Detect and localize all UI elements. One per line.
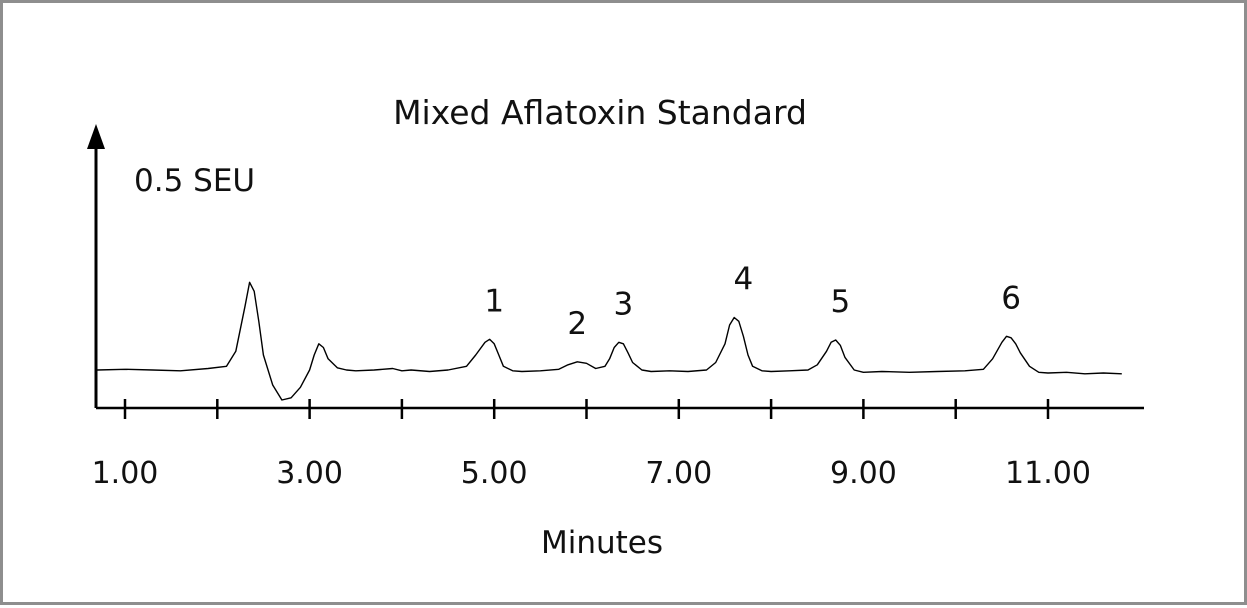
x-tick-label: 3.00 [276, 456, 343, 491]
peak-label: 1 [484, 283, 504, 319]
chromatogram-chart: Mixed Aflatoxin Standard 0.5 SEU 1.00 3.0… [87, 93, 1144, 561]
x-tick-label: 9.00 [830, 456, 897, 491]
x-tick-label: 7.00 [645, 456, 712, 491]
chromatogram-trace [97, 281, 1122, 401]
x-axis-ticks [123, 399, 1050, 419]
peak-label: 2 [567, 306, 587, 342]
x-tick-label: 5.00 [461, 456, 528, 491]
peak-label: 4 [734, 262, 754, 298]
peak-label: 6 [1001, 280, 1021, 316]
x-axis-label: Minutes [541, 525, 663, 561]
x-axis-tick-labels: 1.00 3.00 5.00 7.00 9.00 11.00 [92, 456, 1091, 491]
peak-label: 3 [614, 286, 634, 322]
chart-title: Mixed Aflatoxin Standard [393, 93, 807, 132]
peak-label: 5 [830, 284, 850, 320]
x-tick-label: 1.00 [92, 456, 159, 491]
y-axis-arrowhead [87, 124, 105, 149]
x-tick-label: 11.00 [1005, 456, 1091, 491]
y-axis-label: 0.5 SEU [134, 163, 255, 199]
